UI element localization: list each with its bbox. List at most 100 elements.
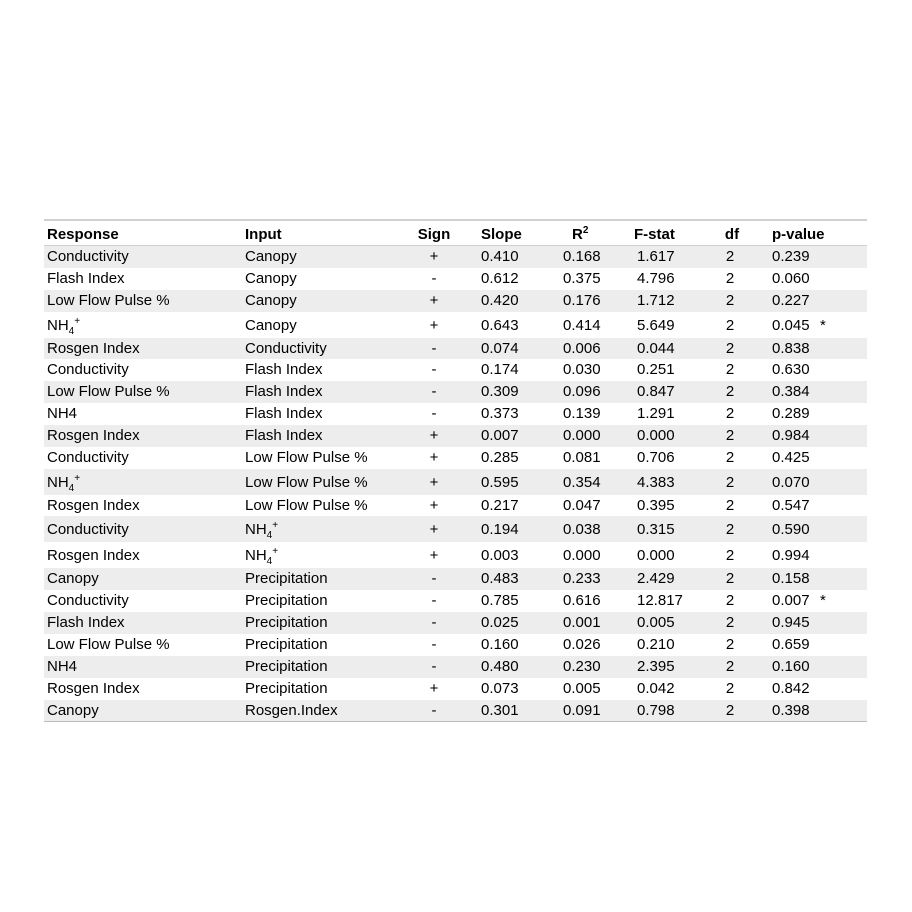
cell-slope-text: 0.480 [481, 657, 519, 675]
cell-input-text: Low Flow Pulse % [245, 473, 368, 491]
cell-input: Flash Index [245, 403, 323, 425]
cell-input: NH4+ [245, 542, 278, 569]
cell-sign: - [417, 590, 451, 612]
cell-r2: 0.176 [563, 290, 601, 312]
cell-pvalue-text: 0.945 [772, 614, 810, 632]
cell-df-text: 2 [725, 496, 735, 514]
cell-input-text: Canopy [245, 248, 297, 265]
cell-slope: 0.174 [481, 359, 519, 381]
cell-r2: 0.233 [563, 568, 601, 590]
cell-df-text: 2 [725, 521, 735, 539]
cell-response: Conductivity [47, 516, 129, 543]
cell-sign: - [417, 612, 451, 634]
cell-r2: 0.414 [563, 312, 601, 339]
cell-df: 2 [719, 634, 741, 656]
table-header-row: Response Input Sign Slope R2 F-stat df p… [44, 221, 867, 246]
cell-pvalue: 0.659 [772, 634, 810, 656]
cell-sign: + [417, 246, 451, 268]
cell-significance-marker: * [820, 590, 826, 612]
cell-slope-text: 0.612 [481, 269, 519, 287]
cell-df: 2 [719, 542, 741, 569]
table-body: Conductivity Canopy +0.410 0.168 1.617 2 0.239… [44, 246, 867, 722]
cell-fstat: 1.617 [637, 246, 675, 268]
cell-fstat: 0.044 [637, 338, 675, 360]
cell-slope: 0.420 [481, 290, 519, 312]
cell-fstat-text: 1.712 [637, 291, 675, 309]
cell-slope-text: 0.074 [481, 339, 519, 357]
cell-input-text: Flash Index [245, 426, 323, 444]
cell-slope-text: 0.373 [481, 405, 519, 423]
cell-r2: 0.038 [563, 516, 601, 543]
cell-df: 2 [719, 268, 741, 290]
cell-r2: 0.006 [563, 338, 601, 360]
cell-input-text: Flash Index [245, 383, 323, 401]
cell-pvalue-text: 0.425 [772, 448, 810, 466]
cell-pvalue-text: 0.289 [772, 405, 810, 423]
cell-input: Flash Index [245, 425, 323, 447]
cell-r2-text: 0.000 [563, 547, 601, 565]
cell-df-text: 2 [725, 405, 735, 423]
cell-response: Canopy [47, 568, 99, 590]
cell-r2-text: 0.038 [563, 521, 601, 539]
cell-input-text: Canopy [245, 316, 297, 334]
cell-input-text: Canopy [245, 269, 297, 287]
cell-pvalue: 0.547 [772, 495, 810, 517]
cell-slope: 0.160 [481, 634, 519, 656]
cell-df-text: 2 [725, 679, 735, 697]
cell-sign-text: + [429, 291, 439, 309]
cell-significance-marker-text: * [820, 592, 826, 610]
cell-df: 2 [719, 403, 741, 425]
cell-slope: 0.074 [481, 338, 519, 360]
table-row: Conductivity Canopy +0.410 0.168 1.617 2 0.239 [44, 246, 867, 268]
cell-r2-text: 0.096 [563, 383, 601, 401]
cell-input: Low Flow Pulse % [245, 495, 368, 517]
regression-table: Response Input Sign Slope R2 F-stat df p… [44, 219, 867, 723]
cell-pvalue-text: 0.060 [772, 269, 810, 287]
cell-df-text: 2 [725, 339, 735, 357]
cell-df-text: 2 [725, 426, 735, 444]
cell-input-text: Conductivity [245, 339, 327, 357]
cell-fstat: 2.395 [637, 656, 675, 678]
cell-response-text: Rosgen Index [47, 426, 140, 444]
cell-pvalue-text: 0.045 [772, 316, 810, 334]
table-row: Conductivity Precipitation - 0.785 0.616 12.8… [44, 590, 867, 612]
cell-r2: 0.616 [563, 590, 601, 612]
cell-response-text: NH4 [47, 405, 78, 423]
cell-sign-text: - [431, 339, 437, 357]
cell-input-text: Precipitation [245, 635, 328, 653]
cell-sign: + [417, 516, 451, 543]
header-response: Response [47, 226, 119, 243]
table-row: Rosgen Index Conductivity - 0.074 0.006 0.044… [44, 337, 867, 360]
cell-response-text: Flash Index [47, 614, 125, 632]
cell-df: 2 [719, 590, 741, 612]
cell-fstat-text: 0.044 [637, 339, 675, 357]
cell-input: Rosgen.Index [245, 700, 338, 722]
cell-fstat-text: 2.429 [637, 570, 675, 588]
header-r2: R2 [572, 221, 588, 249]
cell-sign-text: + [429, 521, 439, 539]
cell-slope-text: 0.301 [481, 701, 519, 719]
cell-response-subscript: 4 [68, 482, 75, 494]
cell-slope-text: 0.285 [481, 448, 519, 466]
cell-response: Rosgen Index [47, 542, 140, 569]
cell-df: 2 [719, 359, 741, 381]
cell-fstat: 12.817 [637, 590, 683, 612]
cell-input: Precipitation [245, 634, 328, 656]
cell-pvalue-text: 0.984 [772, 426, 810, 444]
cell-response-text: NH4 [47, 657, 78, 675]
cell-df: 2 [719, 678, 741, 700]
cell-df-text: 2 [725, 248, 735, 265]
cell-response: Rosgen Index [47, 338, 140, 360]
cell-response-text: Rosgen Index [47, 496, 140, 514]
cell-input: Low Flow Pulse % [245, 447, 368, 469]
cell-r2: 0.001 [563, 612, 601, 634]
cell-slope: 0.285 [481, 447, 519, 469]
cell-slope-text: 0.007 [481, 426, 519, 444]
cell-sign-text: + [429, 547, 439, 565]
cell-slope-text: 0.410 [481, 248, 519, 265]
cell-input-text: Rosgen.Index [245, 701, 338, 719]
cell-df: 2 [719, 338, 741, 360]
cell-response-text: Flash Index [47, 269, 125, 287]
cell-pvalue-text: 0.659 [772, 635, 810, 653]
cell-slope: 0.410 [481, 246, 519, 268]
